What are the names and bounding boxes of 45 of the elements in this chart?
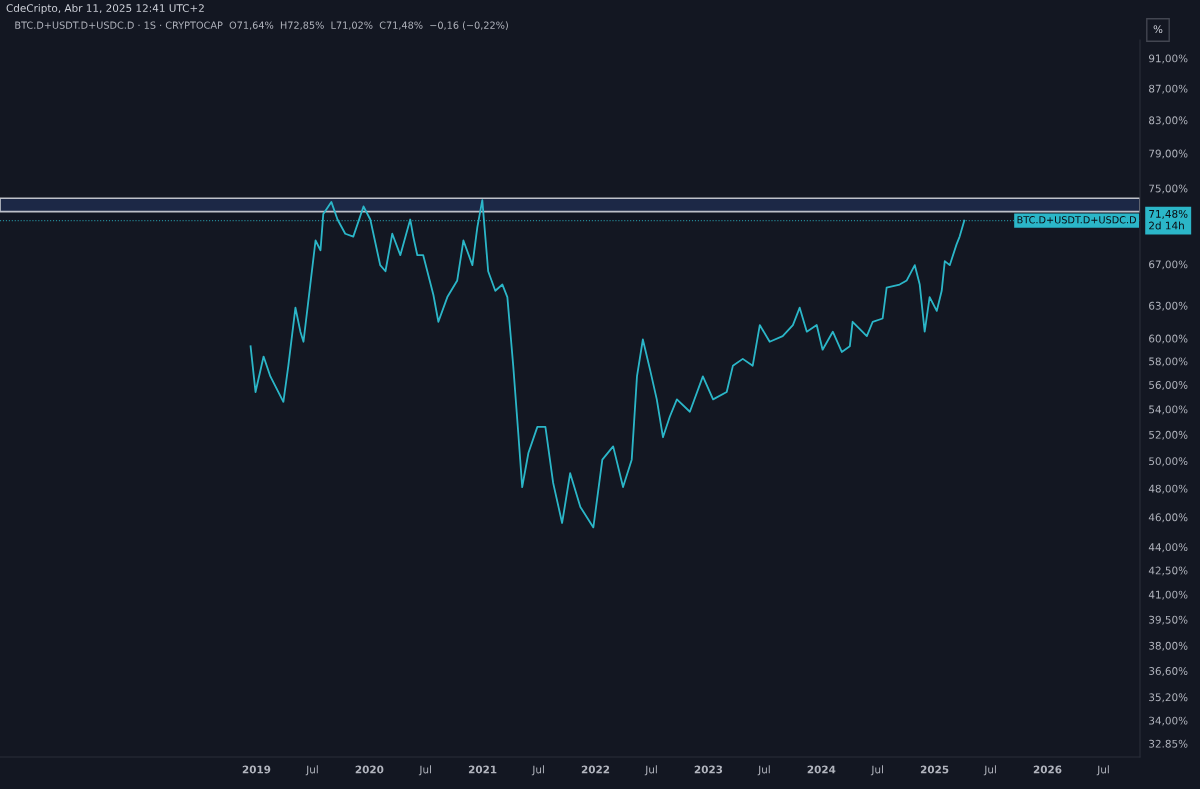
chart-title: BTC.D+USDT.D+USDC.D · 1S · CRYPTOCAP O71,64% H72,85% L71,02% C71,48% −0,16 (−0,22%) bbox=[15, 21, 508, 30]
x-tick-label: Jul bbox=[1096, 765, 1109, 776]
y-tick-label: 56,00% bbox=[1149, 381, 1188, 390]
y-tick-label: 54,00% bbox=[1149, 405, 1188, 415]
y-tick-label: 32.85% bbox=[1149, 739, 1188, 748]
y-tick-label: 91,00% bbox=[1148, 54, 1188, 64]
y-tick-label: 44,00% bbox=[1148, 543, 1188, 553]
y-tick-label: 35,20% bbox=[1149, 693, 1188, 703]
x-tick-label: 2023 bbox=[694, 765, 723, 774]
y-tick-label: 60,00% bbox=[1149, 334, 1188, 344]
y-tick-label: 58,00% bbox=[1149, 357, 1188, 367]
x-tick-label: Jul bbox=[870, 765, 883, 776]
y-tick-label: 42,50% bbox=[1148, 566, 1188, 576]
x-tick-label: 2026 bbox=[1033, 765, 1062, 774]
x-tick-label: 2025 bbox=[920, 765, 949, 774]
y-tick-label: 34,00% bbox=[1149, 716, 1188, 726]
x-tick-label: Jul bbox=[418, 765, 431, 776]
x-tick-label: Jul bbox=[305, 765, 318, 776]
text: % bbox=[1153, 25, 1163, 34]
y-tick-label: 38,00% bbox=[1149, 641, 1188, 651]
y-tick-label: 79,00% bbox=[1149, 149, 1188, 159]
x-tick-label: Jul bbox=[757, 765, 770, 776]
x-tick-label: 2022 bbox=[581, 765, 610, 774]
y-tick-label: 36,60% bbox=[1149, 667, 1188, 677]
y-tick-label: 75,00% bbox=[1149, 184, 1188, 194]
y-tick-label: 39,50% bbox=[1149, 615, 1188, 625]
x-tick-label: 2021 bbox=[468, 765, 497, 774]
y-tick-label: 83,00% bbox=[1149, 116, 1188, 126]
x-tick-label: Jul bbox=[983, 765, 996, 776]
x-tick-label: 2020 bbox=[355, 765, 384, 774]
y-tick-label: 50,00% bbox=[1149, 457, 1188, 467]
y-tick-label: 48,00% bbox=[1148, 484, 1188, 494]
text: 71,48% 2d 14h bbox=[1149, 209, 1188, 230]
y-tick-label: 63,00% bbox=[1149, 301, 1188, 311]
y-tick-label: 52,00% bbox=[1149, 430, 1188, 440]
x-tick-label: Jul bbox=[531, 765, 544, 776]
y-tick-label: 87,00% bbox=[1149, 84, 1188, 94]
x-tick-label: Jul bbox=[644, 765, 657, 776]
y-tick-label: 46,00% bbox=[1148, 513, 1188, 523]
y-tick-label: 67,00% bbox=[1149, 260, 1188, 270]
x-tick-label: 2019 bbox=[242, 765, 271, 774]
ref-line-label: BTC.D+USDT.D+USDC.D bbox=[1017, 216, 1137, 224]
chart-subtitle: CdeCripto, Abr 11, 2025 12:41 UTC+2 bbox=[6, 3, 204, 15]
y-tick-label: 41,00% bbox=[1148, 590, 1188, 600]
x-tick-label: 2024 bbox=[807, 765, 836, 774]
